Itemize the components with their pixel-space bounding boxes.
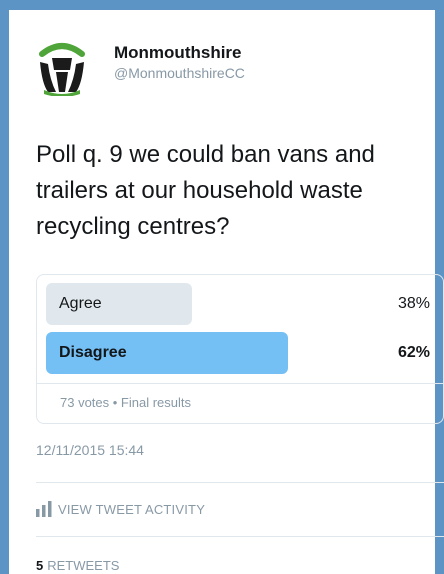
divider [36, 536, 444, 537]
poll-option-disagree: Disagree 62% [46, 332, 436, 374]
view-tweet-activity-label: VIEW TWEET ACTIVITY [58, 502, 206, 517]
poll-meta: 73 votes • Final results [60, 395, 191, 410]
retweets-count: 5 [36, 558, 44, 573]
avatar[interactable] [34, 40, 90, 96]
poll-bar [46, 283, 192, 325]
retweets-link[interactable]: 5 RETWEETS [36, 558, 119, 573]
poll-option-percent: 62% [397, 344, 430, 361]
tweet-timestamp[interactable]: 12/11/2015 15:44 [36, 442, 144, 458]
poll-option-label: Disagree [59, 344, 127, 361]
poll-option-percent: 38% [397, 295, 430, 312]
account-name[interactable]: Monmouthshire [114, 43, 242, 62]
retweets-label: RETWEETS [47, 558, 120, 573]
poll-card: Agree 38% Disagree 62% 73 votes • Final … [36, 274, 444, 424]
tweet-text: Poll q. 9 we could ban vans and trailers… [36, 141, 375, 240]
account-handle[interactable]: @MonmouthshireCC [114, 65, 245, 81]
council-logo-icon [34, 40, 90, 96]
poll-bar [46, 332, 288, 374]
poll-divider [37, 383, 443, 384]
poll-option-label: Agree [59, 295, 102, 312]
bar-chart-icon [36, 501, 52, 517]
tweet-header: Monmouthshire @MonmouthshireCC [34, 40, 434, 100]
divider [36, 482, 444, 483]
poll-option-agree: Agree 38% [46, 283, 436, 325]
